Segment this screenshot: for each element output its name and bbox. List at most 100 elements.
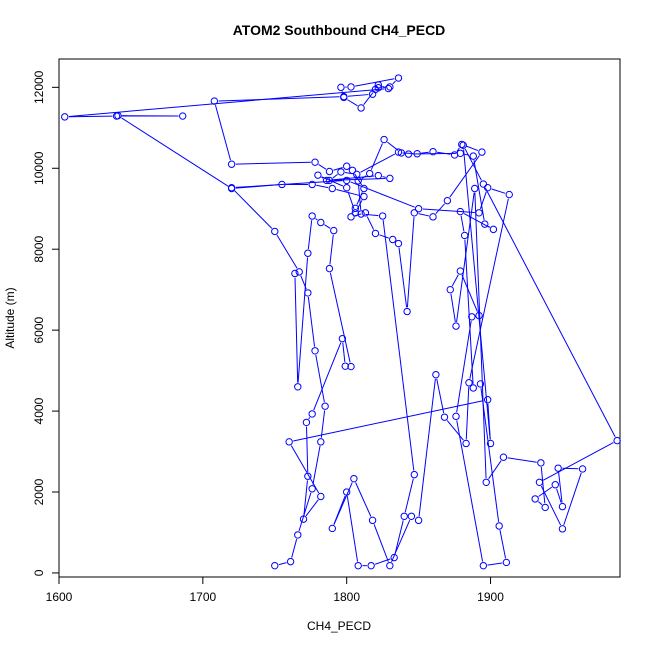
- data-point: [429, 213, 437, 221]
- data-point: [304, 289, 312, 297]
- series-segment: [305, 499, 319, 517]
- y-tick-label: 6000: [32, 316, 46, 343]
- data-point: [366, 169, 374, 178]
- data-point: [469, 384, 477, 392]
- series-segment: [436, 378, 445, 414]
- data-point: [390, 553, 398, 562]
- series-segment: [456, 192, 475, 322]
- data-point: [479, 561, 488, 570]
- series-segment: [398, 247, 408, 308]
- y-axis-label: Altitude (m): [3, 287, 17, 348]
- series-segment: [330, 175, 375, 181]
- y-axis: 0 2000 4000 6000 8000 10000 12000: [32, 70, 60, 576]
- data-point: [537, 459, 545, 467]
- series-segment: [406, 216, 415, 308]
- series-segment: [463, 213, 490, 228]
- series-segment: [488, 460, 502, 480]
- data-point: [386, 174, 394, 183]
- data-point: [404, 150, 413, 158]
- series-segment: [382, 176, 386, 178]
- series-segment: [465, 386, 470, 440]
- series-segment: [333, 495, 346, 525]
- data-point: [471, 184, 479, 193]
- data-point: [475, 209, 483, 217]
- data-point: [342, 162, 351, 170]
- data-point: [351, 209, 360, 217]
- series-segment: [214, 105, 231, 161]
- data-point: [328, 184, 337, 193]
- series-segment: [355, 482, 372, 517]
- series-segment: [507, 457, 537, 463]
- series-segment: [465, 145, 479, 152]
- series-segment: [68, 115, 113, 118]
- chart-title: ATOM2 Southbound CH4_PECD: [233, 22, 446, 38]
- data-point: [505, 190, 513, 199]
- series-segment: [412, 152, 457, 155]
- series-segment: [491, 188, 506, 194]
- series-segment: [382, 85, 385, 88]
- data-point: [299, 515, 308, 523]
- data-point: [613, 436, 621, 445]
- data-point: [482, 478, 490, 487]
- series-segment: [461, 274, 478, 312]
- data-point: [179, 112, 187, 120]
- data-point: [558, 525, 567, 533]
- x-tick-label: 1900: [477, 590, 504, 604]
- data-point: [414, 205, 423, 213]
- data-point: [337, 83, 345, 92]
- data-point: [475, 311, 483, 320]
- series-segment: [312, 445, 321, 485]
- series-segment: [563, 472, 582, 526]
- series-segment: [352, 211, 354, 214]
- data-point: [535, 478, 544, 487]
- data-point: [407, 512, 416, 520]
- data-point: [414, 516, 423, 525]
- data-point: [400, 512, 408, 520]
- data-point: [325, 167, 334, 176]
- data-point: [403, 307, 411, 316]
- data-point: [478, 148, 486, 156]
- data-point: [394, 74, 403, 82]
- series-segment: [298, 492, 312, 532]
- series-segment: [435, 203, 445, 215]
- data-point: [360, 184, 368, 193]
- series-segment: [360, 153, 396, 173]
- series-segment: [540, 485, 562, 526]
- series-segment: [556, 488, 562, 503]
- series-segment: [464, 239, 474, 384]
- plot-frame: [58, 58, 621, 578]
- series-segment: [418, 378, 436, 517]
- series-layer: [61, 74, 621, 570]
- data-point: [483, 183, 492, 192]
- data-point: [351, 204, 360, 213]
- data-point: [554, 464, 562, 472]
- series-segment: [387, 141, 399, 151]
- data-point: [469, 152, 477, 160]
- data-point: [502, 558, 511, 567]
- data-point: [286, 557, 295, 566]
- data-point: [340, 93, 348, 102]
- data-point: [295, 268, 303, 276]
- data-point: [389, 235, 397, 244]
- series-segment: [321, 176, 324, 179]
- series-segment: [297, 257, 309, 383]
- data-point: [440, 413, 449, 421]
- series-segment: [329, 234, 334, 265]
- data-point: [271, 227, 279, 236]
- series-segment: [324, 224, 331, 229]
- data-point: [308, 410, 316, 418]
- data-point: [304, 249, 312, 257]
- data-point: [476, 380, 485, 388]
- data-point: [322, 176, 331, 185]
- data-point: [386, 561, 394, 570]
- data-point: [397, 149, 406, 157]
- series-segment: [307, 220, 313, 250]
- y-tick-label: 0: [32, 569, 46, 576]
- x-axis-label: CH4_PECD: [307, 619, 371, 633]
- series-segment: [234, 190, 273, 229]
- data-point: [384, 84, 393, 93]
- series-segment: [363, 92, 374, 105]
- series-segment: [404, 478, 414, 513]
- series-segment: [235, 184, 278, 189]
